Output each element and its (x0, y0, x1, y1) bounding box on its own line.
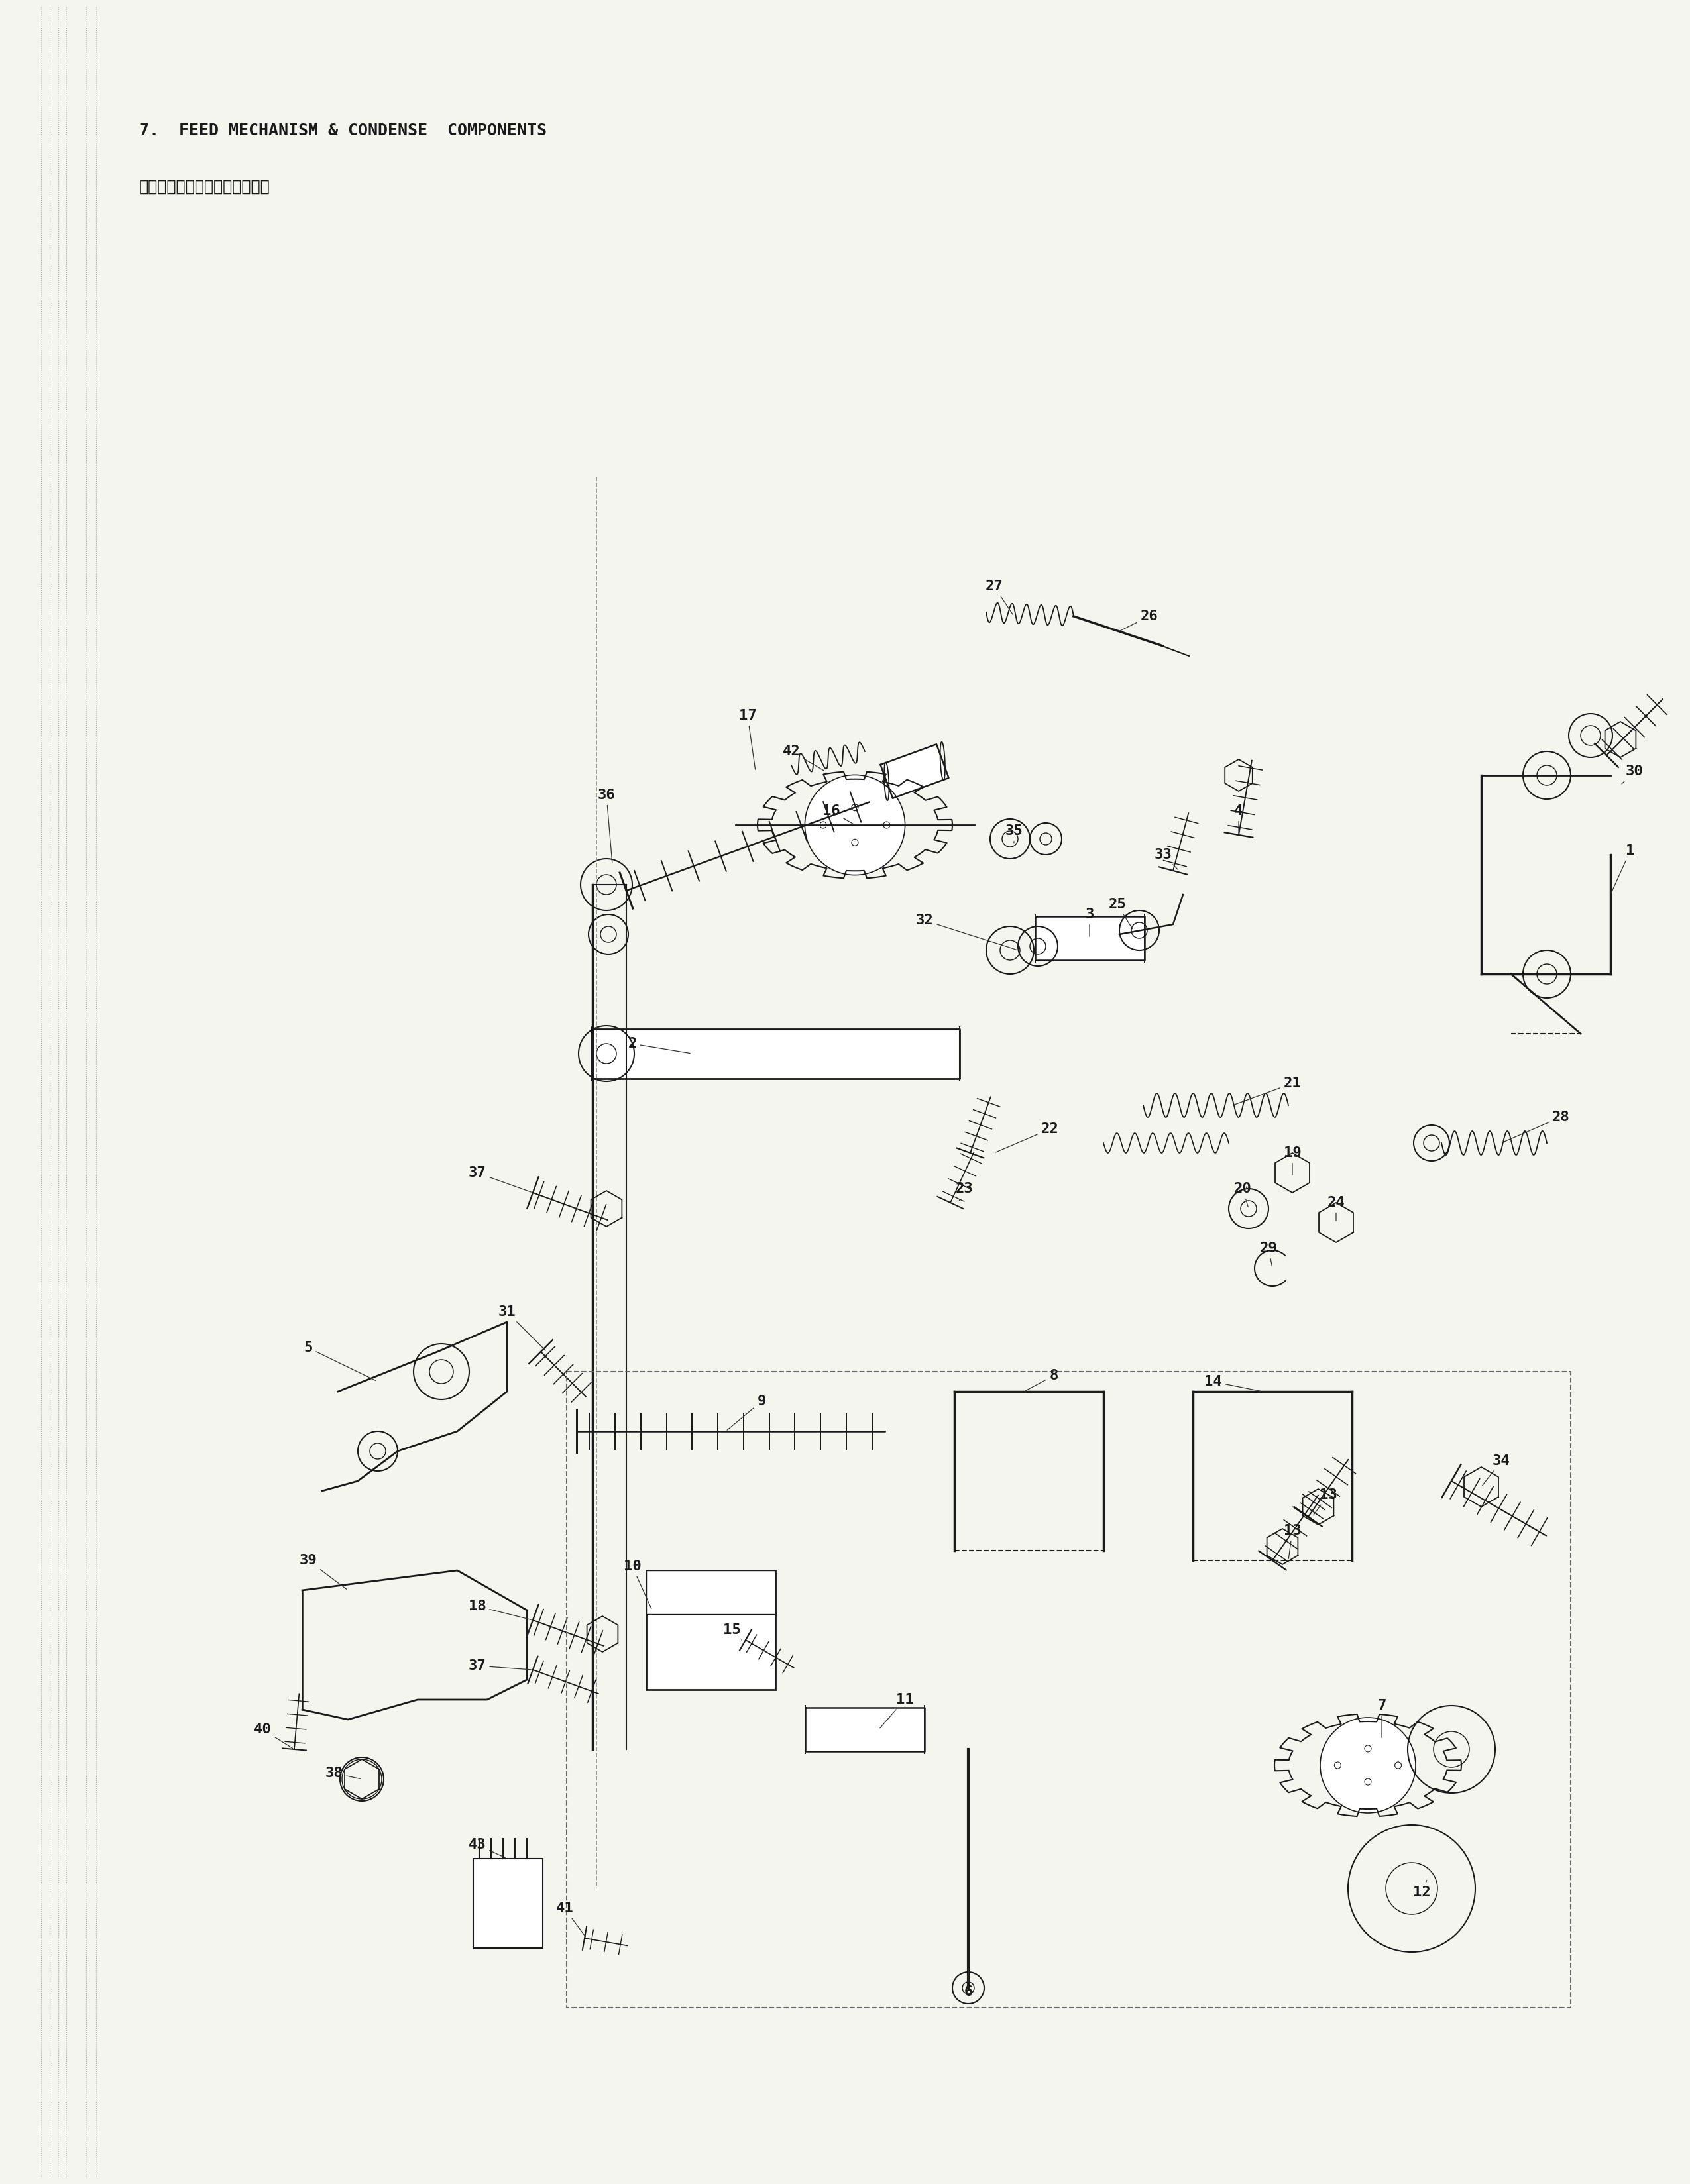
Text: 27: 27 (985, 579, 1012, 614)
Text: 20: 20 (1234, 1182, 1252, 1208)
Text: 21: 21 (1234, 1077, 1301, 1105)
Bar (646, 1570, 776, 1690)
Polygon shape (880, 745, 948, 799)
Text: 29: 29 (1259, 1243, 1278, 1267)
Text: 10: 10 (624, 1559, 651, 1607)
Text: 38: 38 (324, 1767, 360, 1780)
Text: 40: 40 (254, 1723, 292, 1749)
Text: 13: 13 (1313, 1487, 1337, 1516)
Text: 2: 2 (627, 1037, 690, 1053)
Text: 30: 30 (1622, 764, 1643, 784)
Text: 8: 8 (1026, 1369, 1058, 1391)
Text: 35: 35 (1006, 823, 1022, 843)
Text: 31: 31 (499, 1306, 546, 1350)
Text: 6: 6 (963, 1970, 973, 1998)
Polygon shape (1034, 917, 1144, 961)
Text: 5: 5 (304, 1341, 377, 1380)
Text: 19: 19 (1283, 1147, 1301, 1175)
Text: 32: 32 (916, 913, 1016, 950)
Text: 37: 37 (468, 1166, 531, 1192)
Text: 28: 28 (1502, 1109, 1570, 1142)
Text: 24: 24 (1327, 1197, 1345, 1221)
Text: 43: 43 (468, 1839, 505, 1859)
Text: 41: 41 (556, 1902, 585, 1937)
Text: 11: 11 (880, 1693, 914, 1728)
Text: 3: 3 (1085, 909, 1093, 937)
Text: 12: 12 (1413, 1880, 1430, 1900)
Text: 14: 14 (1203, 1376, 1261, 1391)
Text: 42: 42 (782, 745, 823, 771)
Text: 25: 25 (1109, 898, 1132, 928)
Text: 36: 36 (598, 788, 615, 863)
Text: 送り機構・コンデンス装置関係: 送り機構・コンデンス装置関係 (139, 179, 270, 194)
Text: 16: 16 (823, 804, 853, 823)
Text: 9: 9 (727, 1396, 766, 1431)
Text: 23: 23 (955, 1182, 973, 1201)
Text: 37: 37 (468, 1660, 531, 1673)
Text: 17: 17 (739, 710, 757, 769)
Text: 1: 1 (1611, 845, 1634, 893)
Text: 15: 15 (723, 1623, 742, 1640)
Text: 4: 4 (1234, 804, 1244, 832)
Text: 18: 18 (468, 1599, 531, 1621)
Bar (473, 1859, 542, 1948)
Circle shape (1320, 1717, 1416, 1813)
Text: 7.  FEED MECHANISM & CONDENSE  COMPONENTS: 7. FEED MECHANISM & CONDENSE COMPONENTS (139, 122, 548, 138)
Text: 33: 33 (1154, 847, 1178, 869)
Text: 39: 39 (299, 1553, 346, 1590)
Text: 26: 26 (1119, 609, 1158, 631)
Text: 34: 34 (1482, 1455, 1509, 1485)
Circle shape (804, 775, 906, 876)
Text: 7: 7 (1377, 1699, 1386, 1738)
Polygon shape (592, 1029, 960, 1079)
Polygon shape (804, 1708, 924, 1752)
Text: 13: 13 (1283, 1524, 1301, 1559)
Text: 22: 22 (995, 1123, 1058, 1153)
Bar (646, 1570, 776, 1614)
